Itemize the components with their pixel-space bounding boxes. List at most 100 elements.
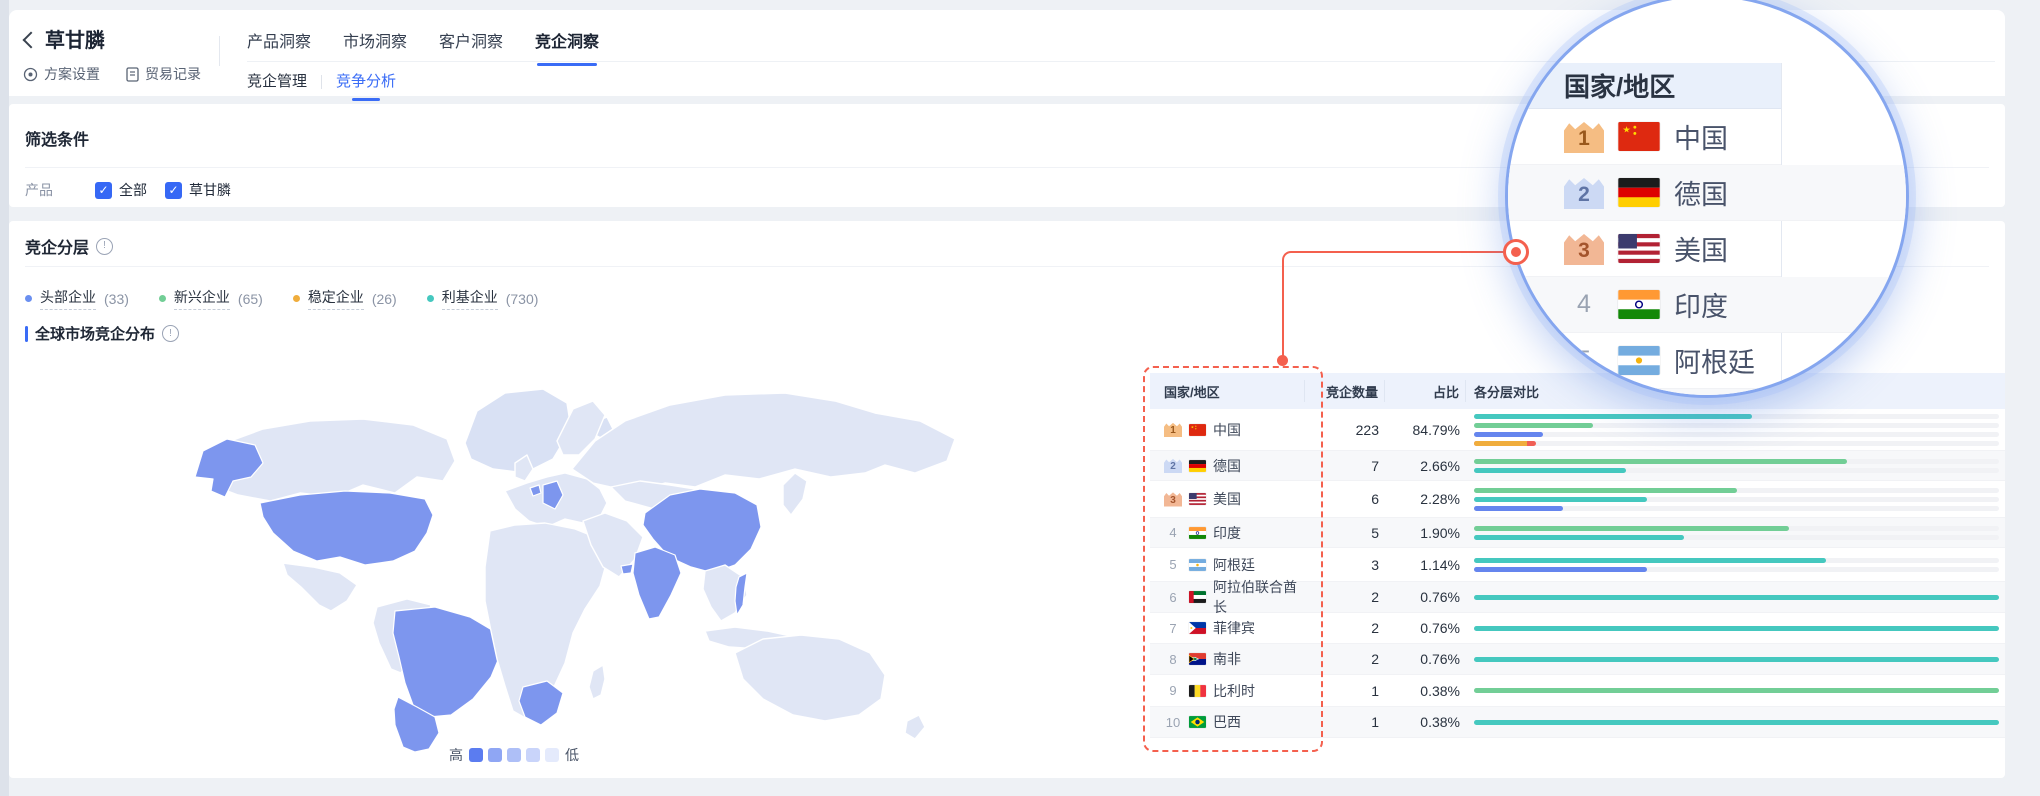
- share-percent-cell: 0.76%: [1420, 589, 1460, 605]
- bar-track: [1474, 566, 1999, 572]
- tier-bars: [1474, 683, 2005, 698]
- map-info-icon[interactable]: !: [162, 325, 180, 342]
- bar-track: [1474, 422, 1999, 428]
- table-row[interactable]: 6 阿拉伯联合酋长 2 0.76%: [1150, 579, 2005, 615]
- map-legend-scale: [469, 748, 559, 762]
- flag-de-icon: [1189, 459, 1206, 472]
- country-name: 菲律宾: [1213, 620, 1255, 636]
- map-usa-highlight: [259, 490, 434, 566]
- map-scale-square: [545, 748, 559, 762]
- map-color-legend: 高 低: [449, 745, 579, 765]
- rank-number: 5: [1169, 557, 1177, 572]
- table-row[interactable]: 5 阿根廷 3 1.14%: [1150, 548, 2005, 582]
- share-percent-cell: 0.38%: [1420, 714, 1460, 730]
- map-scandinavia: [556, 400, 606, 456]
- map-legend-high: 高: [449, 747, 463, 763]
- map-uk: [514, 454, 534, 482]
- tier-bars-cell: [1466, 409, 2005, 451]
- map-argentina-highlight: [393, 696, 440, 753]
- plan-settings-label: 方案设置: [44, 66, 100, 82]
- country-name: 阿根廷: [1213, 556, 1255, 573]
- magnifier-row: 5 阿根廷: [1508, 333, 1781, 389]
- tier-bar-teal: [1474, 413, 1753, 419]
- back-button[interactable]: 草甘膦: [22, 24, 105, 53]
- magnifier-row: 3 美国: [1508, 221, 1781, 277]
- world-map[interactable]: [95, 381, 1030, 753]
- trade-records-button[interactable]: 贸易记录: [126, 64, 201, 84]
- subtab-竞企管理[interactable]: 竞企管理: [247, 73, 308, 90]
- table-row[interactable]: 4 印度 5 1.90%: [1150, 518, 2005, 548]
- country-name: 德国: [1213, 457, 1241, 474]
- product-filter-options: ✓ 全部 ✓ 草甘膦: [95, 180, 249, 200]
- tier-bar-green: [1474, 422, 1593, 428]
- checkbox-label: 草甘膦: [189, 182, 231, 198]
- legend-count: (26): [371, 290, 397, 307]
- country-name: 比利时: [1213, 682, 1255, 699]
- flag-be-icon: [1189, 684, 1206, 697]
- table-row[interactable]: 7 菲律宾 2 0.76%: [1150, 613, 2005, 644]
- magnifier-row: 2 德国: [1508, 165, 1906, 221]
- map-japan: [782, 472, 808, 516]
- competitor-count-cell: 2: [1371, 620, 1379, 636]
- rank-number: 7: [1169, 620, 1177, 636]
- table-header-cell: 国家/地区: [1150, 380, 1305, 402]
- magnifier-column-header: 国家/地区: [1508, 63, 1781, 109]
- tab-竞企洞察[interactable]: 竞企洞察: [535, 18, 599, 66]
- bar-track: [1474, 557, 1999, 563]
- tab-产品洞察[interactable]: 产品洞察: [247, 34, 312, 51]
- subtab-竞争分析[interactable]: 竞争分析: [336, 70, 396, 99]
- tiering-info-icon[interactable]: !: [96, 237, 114, 255]
- tier-bars: [1474, 652, 2005, 667]
- tier-bars: [1474, 553, 2005, 577]
- bar-track: [1474, 505, 1999, 511]
- rank-medal-1-icon: 1: [1164, 422, 1182, 437]
- share-percent-cell: 1.14%: [1420, 556, 1460, 573]
- checkbox-checked-icon[interactable]: ✓: [95, 181, 112, 199]
- tabs-baseline: [247, 61, 1995, 62]
- tier-bar-blue: [1474, 505, 1564, 511]
- table-row[interactable]: 2 德国 7 2.66%: [1150, 451, 2005, 481]
- rank-number: 10: [1165, 714, 1181, 730]
- tab-市场洞察[interactable]: 市场洞察: [343, 34, 408, 51]
- competitor-count-cell: 3: [1371, 556, 1379, 573]
- checkbox-checked-icon[interactable]: ✓: [165, 181, 182, 199]
- flag-ae-icon: [1189, 591, 1206, 603]
- tier-bar-teal: [1474, 467, 1627, 473]
- map-scale-square: [469, 748, 483, 762]
- legend-item-头部企业[interactable]: 头部企业 (33): [25, 287, 129, 310]
- legend-item-稳定企业[interactable]: 稳定企业 (26): [292, 287, 397, 310]
- competitor-count-cell: 2: [1371, 589, 1379, 605]
- country-name: 美国: [1213, 491, 1241, 507]
- plan-settings-button[interactable]: 方案设置: [23, 64, 100, 84]
- bar-track: [1474, 656, 1999, 662]
- product-filter-row: 产品 ✓ 全部 ✓ 草甘膦: [25, 180, 249, 200]
- tier-bar-orange: [1474, 440, 1528, 446]
- table-row[interactable]: 10 巴西 1 0.38%: [1150, 707, 2005, 738]
- table-row[interactable]: 3 美国 6 2.28%: [1150, 481, 2005, 518]
- rank-medal-3-icon: 3: [1164, 492, 1182, 507]
- table-header-cell: 占比: [1385, 380, 1466, 402]
- flag-us-icon: [1189, 493, 1206, 505]
- checkbox-option-全部[interactable]: ✓ 全部: [95, 180, 147, 200]
- tier-bar-teal: [1474, 534, 1684, 540]
- tier-bars: [1474, 521, 2005, 545]
- tab-客户洞察[interactable]: 客户洞察: [439, 34, 504, 51]
- legend-item-新兴企业[interactable]: 新兴企业 (65): [158, 287, 263, 310]
- top-tabs: 产品洞察 市场洞察 客户洞察 竞企洞察: [247, 18, 599, 66]
- table-row[interactable]: 9 比利时 1 0.38%: [1150, 675, 2005, 707]
- flag-in-icon: [1618, 290, 1660, 319]
- legend-dot-icon: [426, 295, 434, 302]
- flag-de-icon: [1618, 178, 1660, 207]
- checkbox-option-草甘膦[interactable]: ✓ 草甘膦: [165, 180, 231, 200]
- country-cell: 9 比利时: [1150, 681, 1305, 701]
- rank-medal-2-icon: 2: [1564, 177, 1604, 209]
- legend-item-利基企业[interactable]: 利基企业 (730): [426, 287, 538, 310]
- map-scale-square: [507, 748, 521, 762]
- magnifier-country-name: 中国: [1674, 124, 1728, 154]
- tier-bars-cell: [1466, 621, 2005, 636]
- table-row[interactable]: 1 中国 223 84.79%: [1150, 409, 2005, 451]
- table-header-cell: 竞企数量: [1305, 380, 1385, 402]
- competitor-count-cell: 7: [1371, 457, 1379, 474]
- table-row[interactable]: 8 南非 2 0.76%: [1150, 644, 2005, 675]
- share-percent-cell: 2.66%: [1420, 457, 1460, 474]
